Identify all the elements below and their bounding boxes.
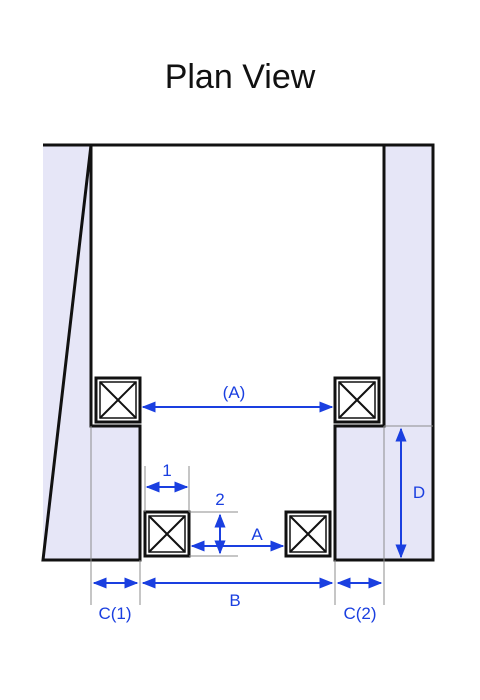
- dim-label-1: 1: [162, 461, 171, 480]
- post-upper-left: [94, 376, 142, 424]
- dim-label-A: A: [251, 525, 263, 544]
- walls: [41, 143, 435, 562]
- dim-label-2: 2: [215, 490, 224, 509]
- dim-label-D: D: [413, 483, 425, 502]
- dimension-lines: [92, 401, 407, 589]
- diagram-title: Plan View: [164, 58, 316, 96]
- extension-lines: [90, 425, 433, 605]
- dim-label-A-paren: (A): [223, 383, 246, 402]
- dim-label-C2: C(2): [343, 604, 376, 623]
- dim-label-B: B: [229, 591, 240, 610]
- dimension-labels: (A) A 1 2 B C(1) C(2) D: [98, 383, 425, 623]
- post-lower-right: [284, 510, 332, 558]
- dim-label-C1: C(1): [98, 604, 131, 623]
- right-wall-upper: [384, 145, 433, 426]
- post-lower-left: [143, 510, 191, 558]
- left-wall-upper: [43, 145, 91, 426]
- post-upper-right: [333, 376, 381, 424]
